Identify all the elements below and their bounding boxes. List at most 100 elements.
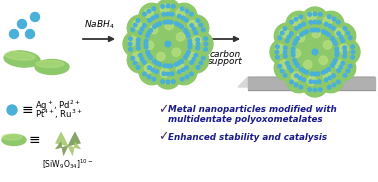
Circle shape: [184, 56, 187, 59]
Polygon shape: [238, 77, 375, 87]
Circle shape: [161, 5, 164, 8]
Circle shape: [174, 63, 178, 66]
Circle shape: [155, 14, 158, 18]
Circle shape: [170, 13, 174, 16]
Circle shape: [146, 50, 149, 54]
Circle shape: [127, 15, 153, 41]
Circle shape: [291, 47, 295, 51]
Text: Enhanced stability and catalysis: Enhanced stability and catalysis: [168, 132, 327, 141]
Circle shape: [304, 60, 312, 69]
Circle shape: [324, 78, 328, 82]
Circle shape: [332, 27, 335, 30]
Circle shape: [288, 44, 311, 68]
Circle shape: [163, 20, 167, 24]
Circle shape: [166, 20, 170, 24]
Circle shape: [327, 15, 331, 19]
Text: multidentate polyoxometalates: multidentate polyoxometalates: [168, 116, 323, 124]
Circle shape: [155, 61, 159, 65]
Circle shape: [165, 21, 174, 30]
Circle shape: [314, 51, 338, 75]
Circle shape: [286, 11, 312, 37]
Circle shape: [328, 24, 332, 28]
Circle shape: [287, 65, 291, 69]
Circle shape: [147, 75, 151, 79]
Circle shape: [334, 42, 337, 46]
Circle shape: [328, 76, 332, 80]
Circle shape: [146, 41, 154, 49]
Circle shape: [299, 56, 323, 80]
Circle shape: [143, 24, 146, 27]
Text: Pt$^{4+}$, Ru$^{3+}$: Pt$^{4+}$, Ru$^{3+}$: [35, 107, 82, 121]
Circle shape: [148, 66, 151, 70]
Circle shape: [307, 12, 316, 21]
Circle shape: [286, 67, 312, 93]
Circle shape: [309, 80, 313, 84]
Circle shape: [341, 39, 345, 43]
Circle shape: [180, 77, 184, 81]
Circle shape: [163, 64, 167, 68]
Circle shape: [335, 53, 339, 57]
Circle shape: [332, 61, 336, 65]
Ellipse shape: [4, 51, 40, 67]
Circle shape: [280, 69, 284, 73]
Circle shape: [181, 68, 185, 72]
Circle shape: [170, 72, 174, 76]
Circle shape: [149, 56, 152, 59]
Circle shape: [204, 37, 208, 41]
Circle shape: [310, 28, 314, 32]
Circle shape: [296, 37, 299, 40]
Circle shape: [167, 43, 191, 67]
Circle shape: [293, 42, 296, 46]
Circle shape: [349, 36, 352, 39]
Circle shape: [337, 32, 341, 35]
Circle shape: [151, 68, 155, 72]
Circle shape: [147, 53, 151, 57]
Polygon shape: [248, 77, 375, 90]
Circle shape: [276, 45, 279, 49]
Circle shape: [313, 88, 317, 92]
Circle shape: [128, 42, 132, 46]
Circle shape: [278, 64, 282, 68]
Circle shape: [343, 50, 347, 54]
Circle shape: [188, 45, 192, 49]
Circle shape: [319, 56, 327, 64]
Circle shape: [139, 3, 165, 29]
Ellipse shape: [5, 52, 35, 60]
Circle shape: [180, 60, 183, 63]
Circle shape: [270, 39, 296, 65]
Circle shape: [302, 78, 305, 82]
Circle shape: [190, 12, 193, 16]
Circle shape: [300, 33, 303, 36]
Circle shape: [307, 25, 331, 49]
Circle shape: [313, 80, 317, 84]
Circle shape: [339, 65, 343, 69]
Circle shape: [171, 3, 197, 29]
Circle shape: [290, 20, 293, 24]
Circle shape: [131, 28, 135, 31]
Circle shape: [293, 58, 296, 62]
Circle shape: [343, 46, 347, 50]
Circle shape: [123, 31, 149, 57]
Circle shape: [305, 30, 308, 33]
Circle shape: [318, 11, 344, 37]
Circle shape: [166, 12, 170, 16]
Circle shape: [321, 30, 325, 33]
Circle shape: [144, 45, 148, 49]
Circle shape: [327, 33, 330, 36]
Circle shape: [130, 6, 206, 82]
Circle shape: [292, 49, 301, 57]
Circle shape: [323, 72, 332, 81]
Circle shape: [339, 35, 343, 39]
Circle shape: [132, 20, 142, 29]
Circle shape: [339, 44, 348, 53]
Circle shape: [310, 72, 314, 76]
Circle shape: [153, 60, 156, 63]
Circle shape: [9, 29, 19, 39]
Circle shape: [192, 27, 196, 31]
Circle shape: [299, 85, 302, 89]
Circle shape: [141, 36, 164, 60]
Circle shape: [330, 64, 334, 67]
Circle shape: [318, 67, 344, 93]
Circle shape: [176, 64, 185, 73]
Circle shape: [283, 74, 287, 77]
